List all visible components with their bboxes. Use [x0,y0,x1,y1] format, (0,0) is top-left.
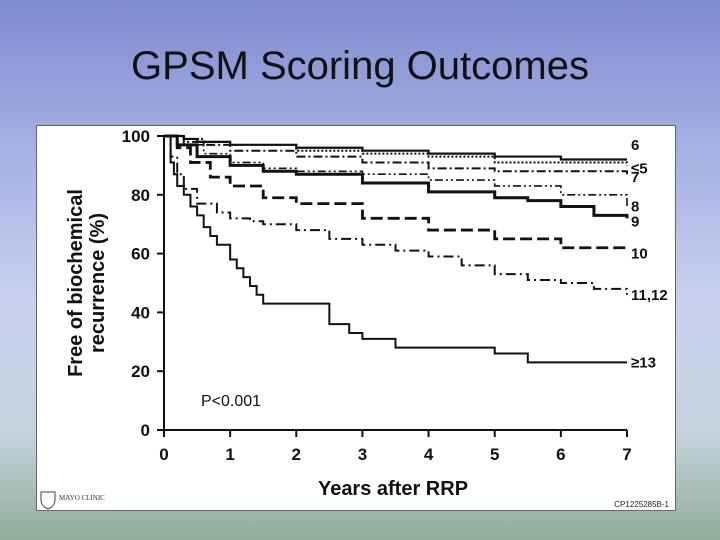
y-tick-label: 100 [122,127,150,146]
series-label-3: 7 [631,169,639,186]
x-tick-label: 5 [490,445,499,464]
series-label-1: 6 [631,137,639,154]
x-tick-label: 3 [358,445,367,464]
series-line-7 [164,135,628,295]
y-tick-label: 40 [131,303,150,322]
y-tick-label: 60 [131,245,150,264]
y-tick-label: 80 [131,186,150,205]
plot-area: 0 1 2 3 4 5 6 7 0 20 40 60 80 100 [122,127,632,464]
series-line-5 [164,134,629,219]
series-label-5: 9 [631,213,639,230]
x-tick-label: 7 [622,445,631,464]
y-axis-title-line2: recurrence (%) [87,213,109,353]
x-tick-label: 4 [424,445,434,464]
x-axis-title: Years after RRP [318,478,468,500]
series-line-1 [164,134,627,161]
figure-code: CP1225285B-1 [614,500,669,509]
series-label-2: ≤5 [631,160,648,177]
logo-text: MAYO CLINIC [59,494,105,502]
x-tick-label: 1 [225,445,234,464]
series-line-2 [164,135,628,166]
labels-layer: 6 ≤57 89 10 11,12 ≥13 [631,137,668,372]
mayo-clinic-logo: MAYO CLINIC [40,491,105,510]
y-tick-label: 20 [131,362,150,381]
y-tick-label: 0 [141,421,150,440]
series-line-8 [164,135,627,364]
y-axis-title-line1: Free of biochemical [65,189,87,377]
series-label-8: ≥13 [631,354,656,371]
series-label-6: 10 [631,246,648,263]
series-layer [164,134,629,364]
p-value-annotation: P<0.001 [201,393,261,410]
series-line-4 [164,135,628,207]
x-tick-label: 0 [159,445,168,464]
series-line-3 [164,135,628,175]
slide-title: GPSM Scoring Outcomes [131,44,589,88]
x-tick-label: 2 [292,445,301,464]
chart-panel: 0 1 2 3 4 5 6 7 0 20 40 60 80 100 6 ≤5 7 8 9 10 11,12 ≥13 Ye… [36,125,676,511]
x-tick-label: 6 [556,445,565,464]
series-label-7: 11,12 [631,287,668,304]
series-line-6 [164,134,629,251]
series-label-4: 8 [631,199,639,216]
shield-icon [40,491,56,510]
